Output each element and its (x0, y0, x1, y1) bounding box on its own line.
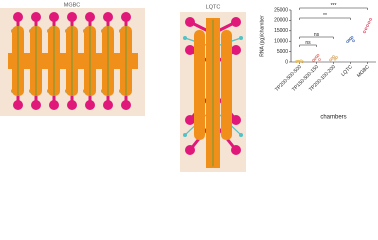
figure: MGBC LQTC (0, 2, 376, 172)
data-point (346, 40, 349, 43)
lqtc-label: LQTC (206, 4, 221, 10)
y-tick-label: 0 (285, 59, 288, 65)
data-point (329, 58, 332, 62)
y-tick-label: 25000 (274, 7, 288, 13)
chart: 0 5000 10000 15000 20000 25000 RNA (pg)/chambe… (259, 3, 376, 121)
x-axis-label: chambers (320, 115, 346, 121)
mgbc-label: MGBC (64, 2, 81, 8)
data-point (363, 30, 366, 34)
significance-label: ** (323, 13, 327, 19)
significance-bracket (299, 7, 368, 10)
data-point (366, 24, 369, 27)
significance-label: *** (331, 3, 337, 9)
data-point (369, 18, 372, 21)
page: {"diagrams": {"left_label": "MGBC", "mid… (0, 2, 376, 172)
y-axis-label: RNA (pg)/chamber (259, 15, 265, 57)
significance-bracket (299, 44, 317, 47)
x-tick-label: LQTC (340, 64, 354, 78)
x-tick-label: MGBC (356, 64, 371, 79)
data-point (315, 55, 318, 59)
significance-label: ns (314, 32, 320, 38)
y-tick-label: 15000 (274, 28, 288, 34)
lqtc-chip (183, 17, 243, 168)
data-point (347, 38, 351, 42)
data-point (318, 58, 321, 61)
data-point (296, 59, 300, 63)
data-point (332, 55, 335, 58)
y-tick-label: 20000 (274, 18, 288, 24)
y-tick-label: 10000 (274, 39, 288, 45)
data-point (349, 37, 352, 41)
data-point (316, 54, 320, 57)
data-point (333, 57, 337, 61)
data-point (313, 57, 317, 61)
data-point (364, 27, 368, 31)
data-point (352, 39, 355, 43)
data-point (367, 21, 371, 24)
data-point (350, 36, 354, 39)
data-point (312, 59, 315, 62)
data-point (295, 60, 298, 63)
significance-bracket (299, 36, 334, 39)
significance-bracket (299, 17, 351, 20)
y-tick-label: 5000 (277, 49, 288, 55)
data-point (301, 60, 304, 64)
data-point (335, 56, 338, 59)
data-point (330, 56, 334, 60)
significance-label: ns (305, 40, 311, 46)
